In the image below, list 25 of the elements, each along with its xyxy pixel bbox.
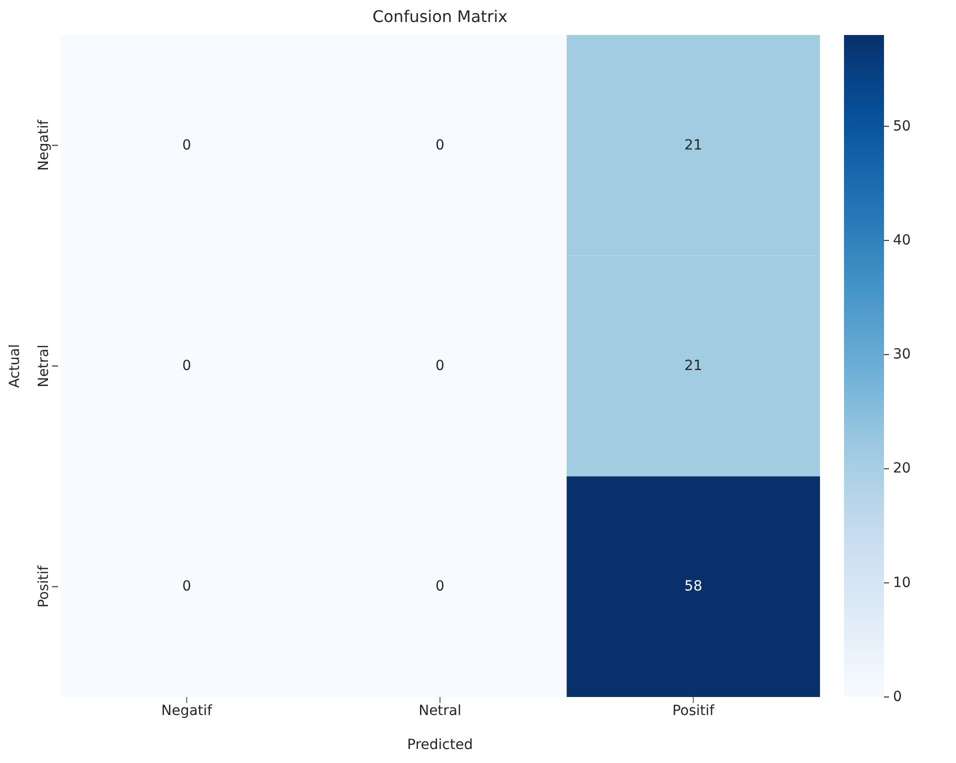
y-axis-title: Actual — [6, 344, 23, 388]
color-bar-label: 0 — [893, 689, 902, 705]
color-bar-label: 30 — [893, 346, 911, 363]
data-label: 0 — [436, 578, 444, 595]
data-label: 0 — [182, 137, 192, 154]
data-label: 21 — [684, 137, 702, 154]
y-tick-label: Netral — [36, 344, 52, 388]
data-label: 0 — [436, 137, 444, 154]
y-tick-label: Positif — [36, 564, 52, 608]
color-bar-label: 50 — [893, 118, 911, 134]
data-label: 0 — [436, 358, 444, 374]
x-tick-label: Positif — [672, 702, 716, 719]
data-label: 58 — [684, 578, 702, 595]
data-label: 0 — [182, 358, 192, 374]
colorbar: 0 10 20 30 40 50 — [830, 0, 930, 755]
color-bar-label: 20 — [893, 460, 911, 477]
y-tick-label: Negatif — [36, 118, 52, 171]
x-axis-title: Predicted — [407, 737, 473, 753]
data-label: 21 — [684, 358, 702, 374]
chart-title: Confusion Matrix — [372, 7, 508, 26]
x-tick-label: Netral — [418, 702, 462, 719]
x-tick-label: Negatif — [161, 702, 214, 719]
color-bar-label: 40 — [893, 232, 911, 248]
data-label: 0 — [182, 578, 192, 595]
color-bar-label: 10 — [893, 574, 911, 591]
